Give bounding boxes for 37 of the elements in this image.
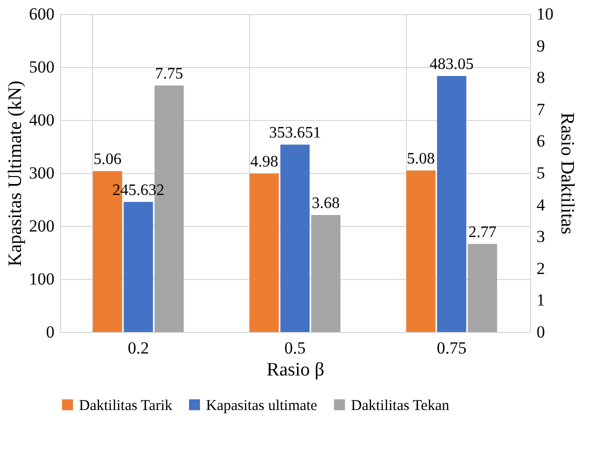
y2-tick-label: 5 xyxy=(536,164,545,182)
y-tick-label: 600 xyxy=(29,4,54,24)
x-axis-title: Rasio β xyxy=(266,360,324,380)
y-tick-label: 500 xyxy=(29,58,54,76)
y2-tick-label: 8 xyxy=(536,68,545,88)
x-tick-label: 0.5 xyxy=(284,338,306,358)
data-label: 5.08 xyxy=(406,150,435,168)
data-label: 353.651 xyxy=(269,124,321,142)
data-label: 3.68 xyxy=(312,194,340,212)
y2-tick-label: 0 xyxy=(536,322,545,342)
y2-tick-label: 3 xyxy=(536,227,545,246)
y2-tick-label: 2 xyxy=(536,258,545,278)
data-label: 2.77 xyxy=(468,224,496,241)
y2-tick-label: 4 xyxy=(536,195,546,214)
bar xyxy=(437,76,466,332)
data-label: 4.98 xyxy=(250,154,278,171)
legend-label: Daktilitas Tekan xyxy=(351,398,450,414)
legend-label: Daktilitas Tarik xyxy=(79,398,173,414)
y-axis-title: Kapasitas Ultimate (kN) xyxy=(5,80,26,266)
x-tick-label: 0.75 xyxy=(436,338,467,358)
bar xyxy=(406,170,436,332)
data-label: 483.05 xyxy=(430,56,474,73)
y2-tick-label: 7 xyxy=(536,100,546,119)
y2-tick-label: 10 xyxy=(536,4,554,24)
y-tick-label: 200 xyxy=(29,216,54,236)
y2-tick-label: 1 xyxy=(536,290,545,310)
y-tick-label: 300 xyxy=(29,164,54,182)
y-tick-label: 100 xyxy=(29,270,54,288)
data-label: 7.75 xyxy=(155,66,184,83)
y2-tick-label: 6 xyxy=(536,132,545,151)
data-label: 5.06 xyxy=(94,151,122,168)
legend-label: Kapasitas ultimate xyxy=(206,398,318,414)
y-tick-label: 0 xyxy=(46,322,54,342)
y2-axis-title: Rasio Daktilitas xyxy=(556,112,578,234)
y2-tick-label: 9 xyxy=(536,36,545,56)
y-tick-label: 400 xyxy=(29,110,54,130)
x-tick-label: 0.2 xyxy=(128,338,149,358)
